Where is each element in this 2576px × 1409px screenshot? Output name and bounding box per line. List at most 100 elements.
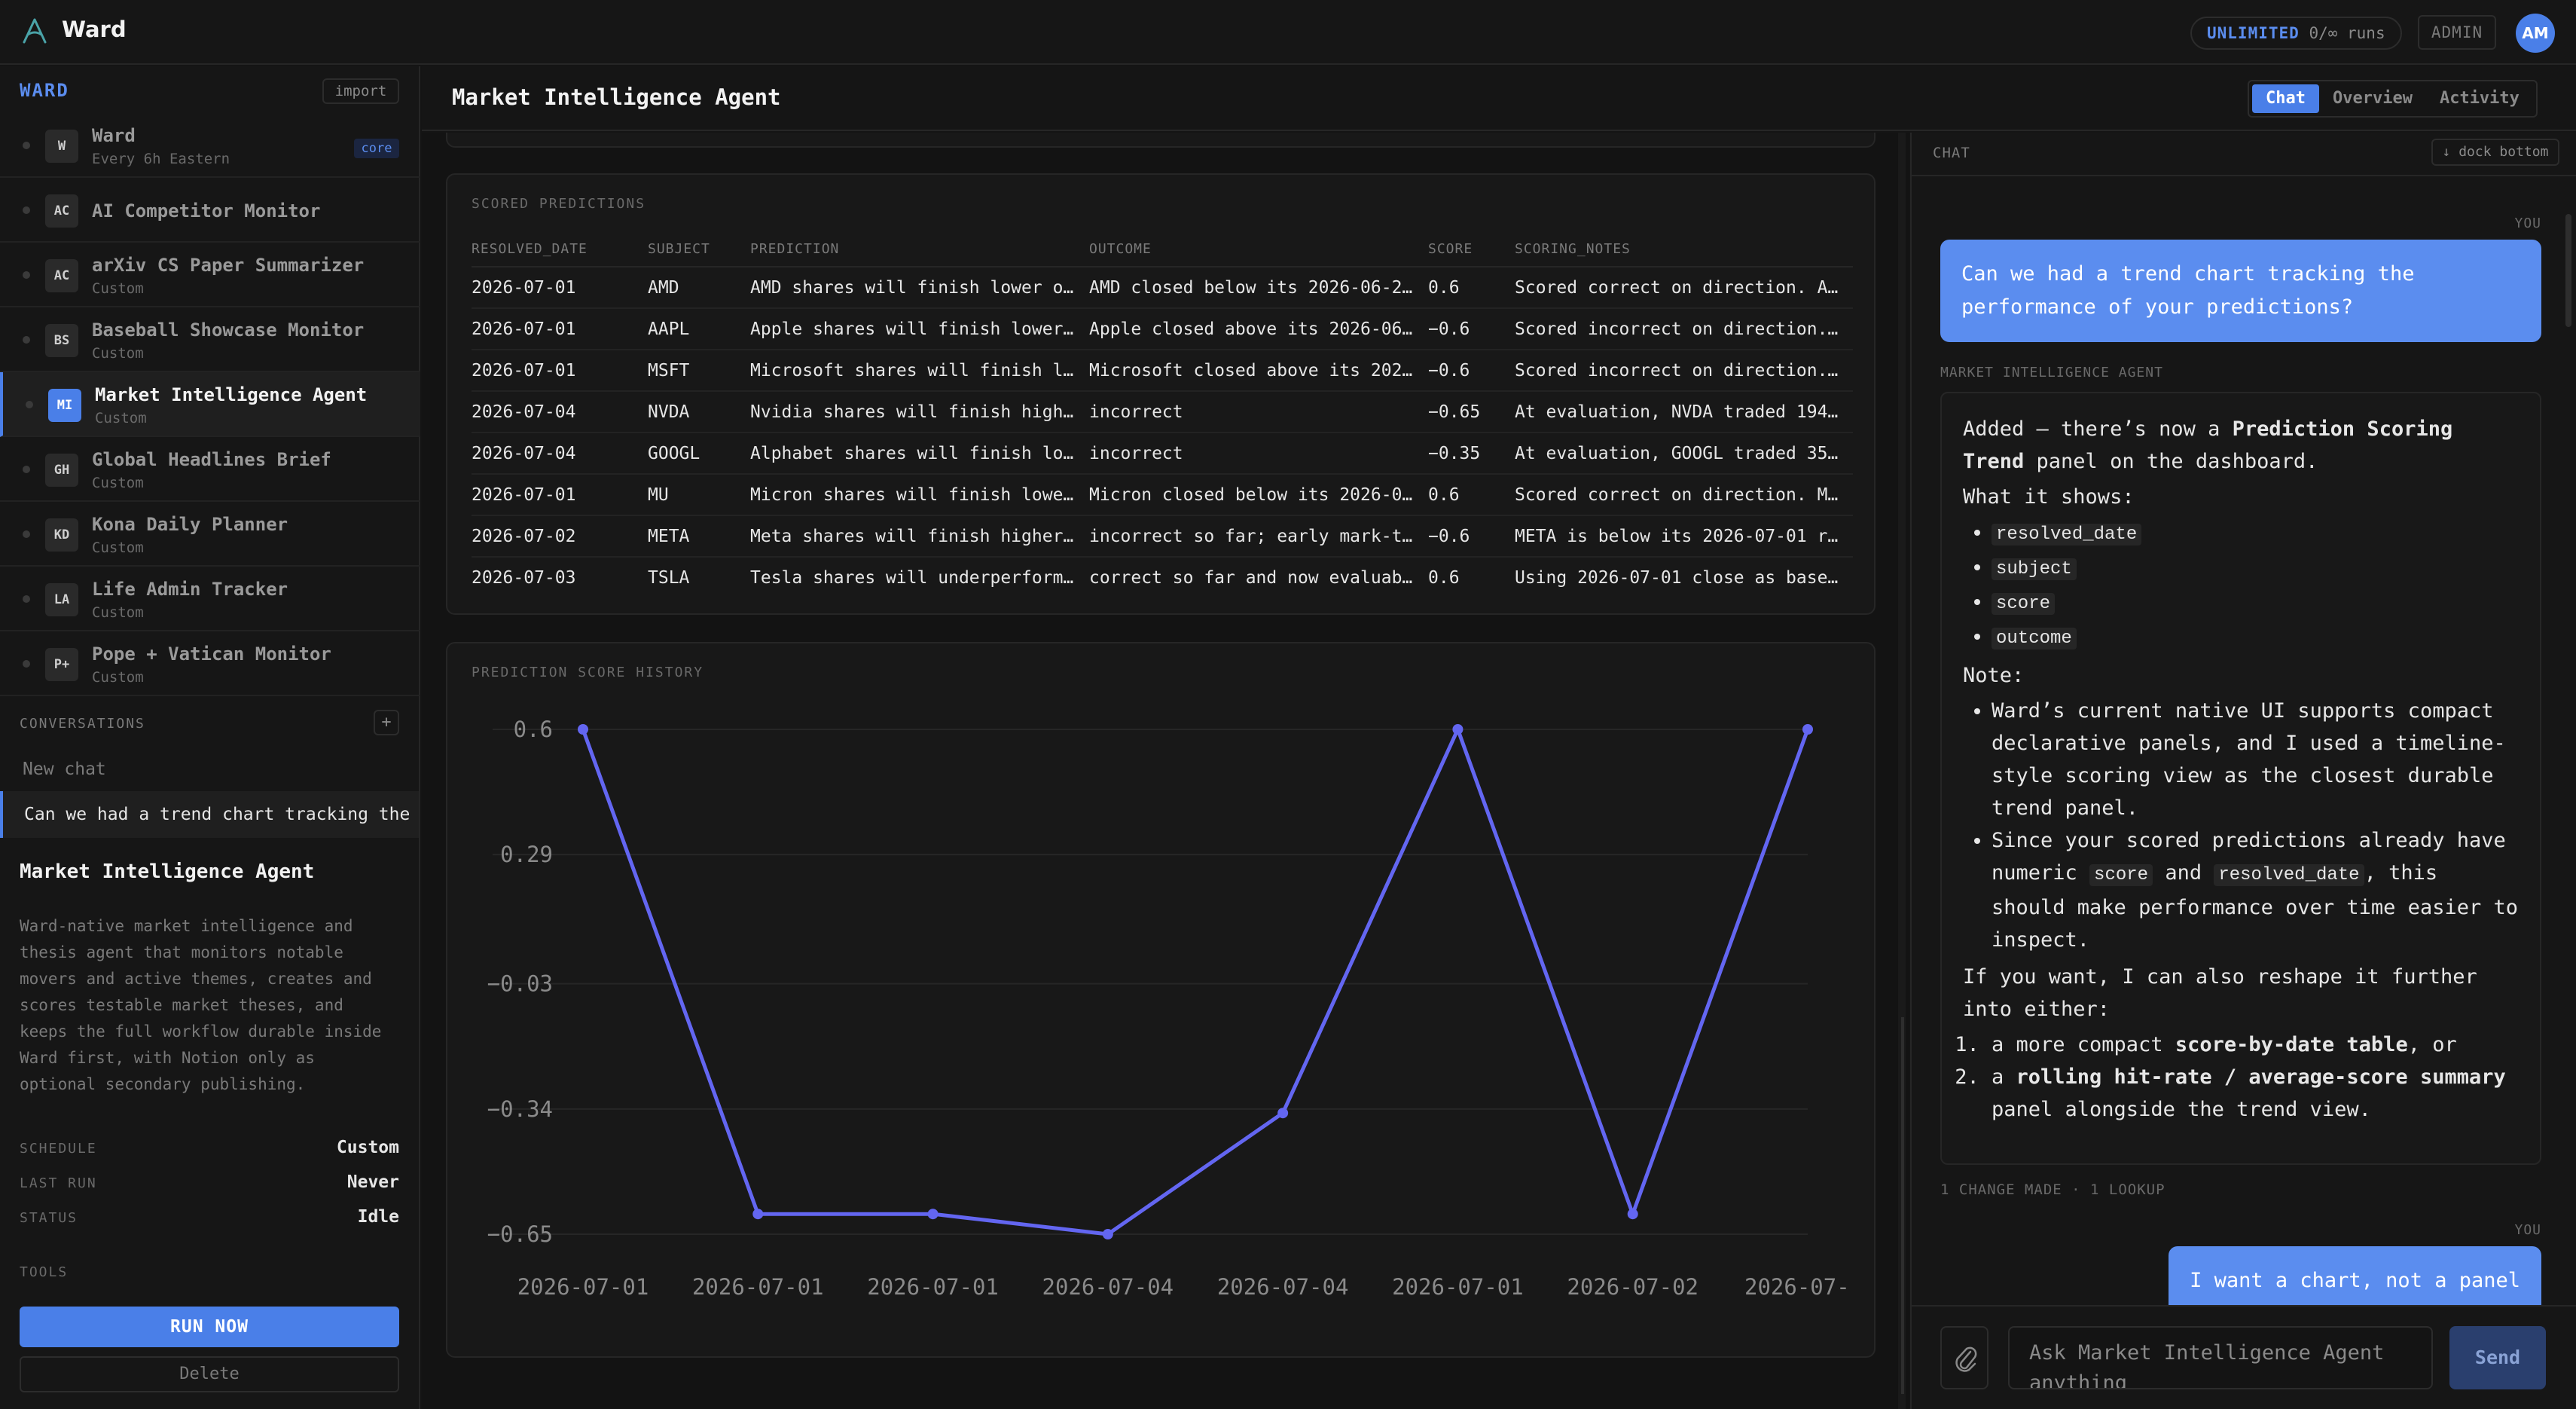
- table-cell: META: [648, 515, 750, 558]
- sidebar-agent-item[interactable]: KD Kona Daily Planner Custom: [0, 502, 420, 567]
- new-conversation-button[interactable]: +: [374, 710, 399, 735]
- resize-handle[interactable]: [1898, 133, 1906, 1409]
- table-cell: Using 2026-07-01 close as basel…: [1515, 568, 1849, 588]
- list-item: Ward’s current native UI supports compac…: [1992, 695, 2519, 824]
- list-item: score: [1992, 585, 2519, 620]
- agent-badge: W: [45, 130, 78, 163]
- series-line: [581, 727, 1810, 1236]
- x-tick-label: 2026-07-01: [692, 1274, 824, 1300]
- table-cell: TSLA: [648, 568, 690, 588]
- table-row[interactable]: 2026-07-02 META Meta shares will finish hi…: [472, 515, 1853, 558]
- dock-bottom-button[interactable]: ↓ dock bottom: [2431, 139, 2559, 166]
- sidebar-agent-item[interactable]: W Ward Every 6h Eastern: [0, 113, 420, 178]
- import-button[interactable]: import: [322, 78, 399, 104]
- meta-key: SCHEDULE: [20, 1141, 97, 1157]
- agent-name: Ward: [92, 125, 136, 146]
- sidebar-agent-item[interactable]: AC AI Competitor Monitor: [0, 178, 420, 243]
- sidebar-agent-item[interactable]: BS Baseball Showcase Monitor Custom: [0, 307, 420, 372]
- table-cell: correct so far and now evaluabl…: [1089, 568, 1424, 588]
- table-cell: Scored incorrect on direction. …: [1515, 308, 1853, 350]
- table-cell: At evaluation, GOOGL traded 359…: [1515, 432, 1853, 475]
- tab-chat[interactable]: Chat: [2252, 84, 2319, 113]
- tab-overview[interactable]: Overview: [2332, 89, 2413, 108]
- table-row[interactable]: 2026-07-01 AAPL Apple shares will finish l…: [472, 308, 1853, 350]
- table-cell: Scored correct on direction. MU…: [1515, 474, 1853, 516]
- column-header: SUBJECT: [648, 232, 750, 267]
- reply-intro: Added — there’s now a Prediction Scoring…: [1963, 417, 2453, 473]
- data-point[interactable]: [1802, 724, 1813, 735]
- chat-scrollbar[interactable]: [2565, 214, 2571, 327]
- admin-button[interactable]: ADMIN: [2418, 15, 2496, 50]
- sidebar-agent-item[interactable]: GH Global Headlines Brief Custom: [0, 437, 420, 502]
- table-row[interactable]: 2026-07-01 MU Micron shares will finish lo…: [472, 474, 1853, 516]
- prediction-score-line-chart: 0.6 0.29 −0.03 −0.34 −0.65 2026-07-01 2026-07-…: [487, 717, 1850, 1300]
- table-row[interactable]: 2026-07-01 MSFT Microsoft shares will fini…: [472, 350, 1853, 392]
- data-point[interactable]: [927, 1209, 939, 1220]
- column-header: RESOLVED_DATE: [472, 232, 648, 267]
- table-row[interactable]: 2026-07-04 NVDA Nvidia shares will finish …: [472, 391, 1853, 433]
- table-cell: AMD closed below its 2026-06-26…: [1089, 267, 1428, 309]
- dashboard-content: SCORED PREDICTIONS RESOLVED_DATE SUBJECT P…: [422, 133, 1909, 1409]
- table-cell: 2026-07-04: [472, 432, 648, 475]
- run-now-button[interactable]: RUN NOW: [20, 1307, 399, 1347]
- user-avatar[interactable]: AM: [2516, 14, 2555, 53]
- send-button[interactable]: Send: [2449, 1326, 2546, 1389]
- table-row[interactable]: 2026-07-01 AMD AMD shares will finish lowe…: [472, 267, 1853, 309]
- reply-note-list: Ward’s current native UI supports compac…: [1963, 695, 2519, 956]
- table-cell: incorrect so far; early mark-to…: [1089, 515, 1428, 558]
- delete-agent-button[interactable]: Delete: [20, 1356, 399, 1392]
- data-point[interactable]: [578, 724, 588, 735]
- sender-label-you: YOU: [2514, 215, 2541, 231]
- y-tick-label: −0.03: [487, 971, 553, 997]
- table-cell: −0.65: [1428, 391, 1515, 433]
- x-tick-label: 2026-07-04: [1217, 1274, 1349, 1300]
- chat-panel: CHAT ↓ dock bottom YOU Can we had a tren…: [1910, 133, 2576, 1409]
- content-scrollbar[interactable]: [1901, 1017, 1904, 1394]
- sidebar-agent-item[interactable]: P+ Pope + Vatican Monitor Custom: [0, 631, 420, 696]
- table-row[interactable]: 2026-07-04 GOOGL Alphabet shares will fini…: [472, 432, 1853, 475]
- table-cell: Micron closed below its 2026-06…: [1089, 474, 1428, 516]
- agent-schedule: Custom: [92, 669, 144, 686]
- meta-value: Never: [346, 1172, 399, 1192]
- conversation-item-active[interactable]: Can we had a trend chart tracking the pe…: [0, 791, 419, 838]
- table-cell: Nvidia shares will finish highe…: [750, 391, 1089, 433]
- status-dot-icon: [23, 595, 30, 603]
- agent-badge: AC: [45, 194, 78, 228]
- user-message: Can we had a trend chart tracking the pe…: [1940, 240, 2541, 342]
- chat-label: CHAT: [1933, 145, 1970, 161]
- chat-composer: Send: [1912, 1305, 2576, 1409]
- data-point[interactable]: [1102, 1229, 1113, 1239]
- table-cell: 2026-07-01: [472, 474, 648, 516]
- top-bar: Ward UNLIMITED 0/∞ runs ADMIN AM: [0, 0, 2576, 65]
- chat-input[interactable]: [2008, 1326, 2433, 1389]
- data-point[interactable]: [1627, 1209, 1638, 1220]
- agent-schedule: Custom: [92, 345, 144, 362]
- agent-badge: P+: [45, 648, 78, 681]
- sidebar-agent-item[interactable]: MI Market Intelligence Agent Custom: [0, 372, 420, 437]
- status-dot-icon: [23, 206, 30, 214]
- sidebar-agent-item[interactable]: AC arXiv CS Paper Summarizer Custom: [0, 243, 420, 307]
- data-point[interactable]: [1277, 1108, 1289, 1119]
- table-cell: 0.6: [1428, 267, 1515, 309]
- x-tick-label: 2026-07-01: [517, 1274, 649, 1300]
- attach-button[interactable]: [1940, 1326, 1988, 1389]
- change-summary[interactable]: 1 CHANGE MADE · 1 LOOKUP: [1940, 1181, 2165, 1198]
- main-header: Market Intelligence Agent Chat Overview …: [422, 66, 2576, 131]
- y-tick-label: 0.6: [514, 717, 553, 742]
- column-header: OUTCOME: [1089, 232, 1428, 267]
- meta-status: STATUS Idle: [20, 1204, 399, 1234]
- table-cell: Apple closed above its 2026-06-…: [1089, 308, 1428, 350]
- tab-activity[interactable]: Activity: [2439, 89, 2520, 108]
- agent-name: Global Headlines Brief: [92, 449, 331, 470]
- ward-logo-icon: [23, 18, 47, 44]
- agent-badge: MI: [48, 389, 81, 422]
- data-point[interactable]: [752, 1209, 764, 1220]
- page-title: Market Intelligence Agent: [452, 84, 781, 110]
- table-row[interactable]: 2026-07-03 TSLA Tesla shares will underper…: [472, 557, 1853, 598]
- new-chat-item[interactable]: New chat: [23, 760, 106, 779]
- data-point[interactable]: [1452, 724, 1463, 735]
- sidebar-section-label: WARD: [20, 80, 69, 101]
- x-tick-label: 2026-07-: [1744, 1274, 1850, 1300]
- paperclip-icon: [1955, 1346, 1977, 1372]
- sidebar-agent-item[interactable]: LA Life Admin Tracker Custom: [0, 567, 420, 631]
